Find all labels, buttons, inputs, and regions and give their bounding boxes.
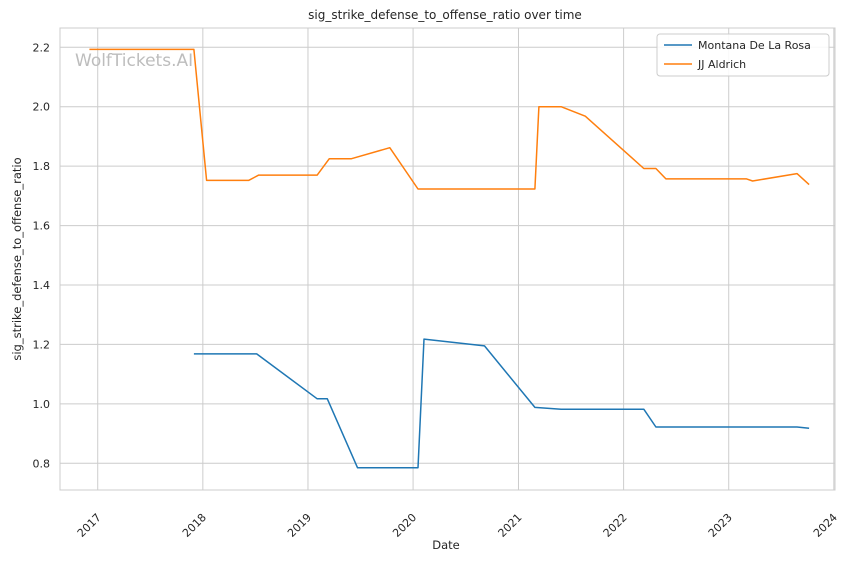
series-lines: [89, 48, 810, 469]
x-tick-label: 2021: [496, 511, 525, 540]
x-axis-ticks: 2017 2018 2019 2020 2021 2022 2023 2024: [75, 511, 840, 540]
y-tick-label: 1.0: [33, 398, 51, 411]
x-tick-label: 2022: [601, 511, 630, 540]
x-tick-label: 2020: [390, 511, 419, 540]
y-tick-label: 1.4: [33, 279, 51, 292]
chart-title: sig_strike_defense_to_offense_ratio over…: [308, 8, 582, 22]
y-tick-label: 2.0: [33, 101, 51, 114]
series-line-1: [89, 48, 810, 190]
y-tick-label: 0.8: [33, 457, 51, 470]
y-tick-label: 1.2: [33, 338, 51, 351]
x-axis-label: Date: [432, 538, 460, 552]
series-line-0: [193, 338, 810, 469]
y-axis-label: sig_strike_defense_to_offense_ratio: [10, 157, 24, 360]
x-tick-label: 2017: [75, 511, 104, 540]
watermark: WolfTickets.AI: [75, 51, 193, 71]
plot-frame: [59, 27, 836, 491]
legend-box: [656, 33, 830, 77]
legend-label-montana: Montana De La Rosa: [698, 39, 811, 52]
legend-label-jj: JJ Aldrich: [697, 58, 746, 71]
y-axis-ticks: 0.8 1.0 1.2 1.4 1.6 1.8 2.0 2.2: [33, 41, 51, 470]
x-tick-label: 2019: [285, 511, 314, 540]
grid: [60, 28, 835, 490]
y-tick-label: 2.2: [33, 41, 51, 54]
x-tick-label: 2024: [811, 511, 840, 540]
x-tick-label: 2018: [180, 511, 209, 540]
y-tick-label: 1.6: [33, 220, 51, 233]
x-tick-label: 2023: [706, 511, 735, 540]
y-tick-label: 1.8: [33, 160, 51, 173]
legend: Montana De La Rosa JJ Aldrich: [656, 33, 830, 77]
